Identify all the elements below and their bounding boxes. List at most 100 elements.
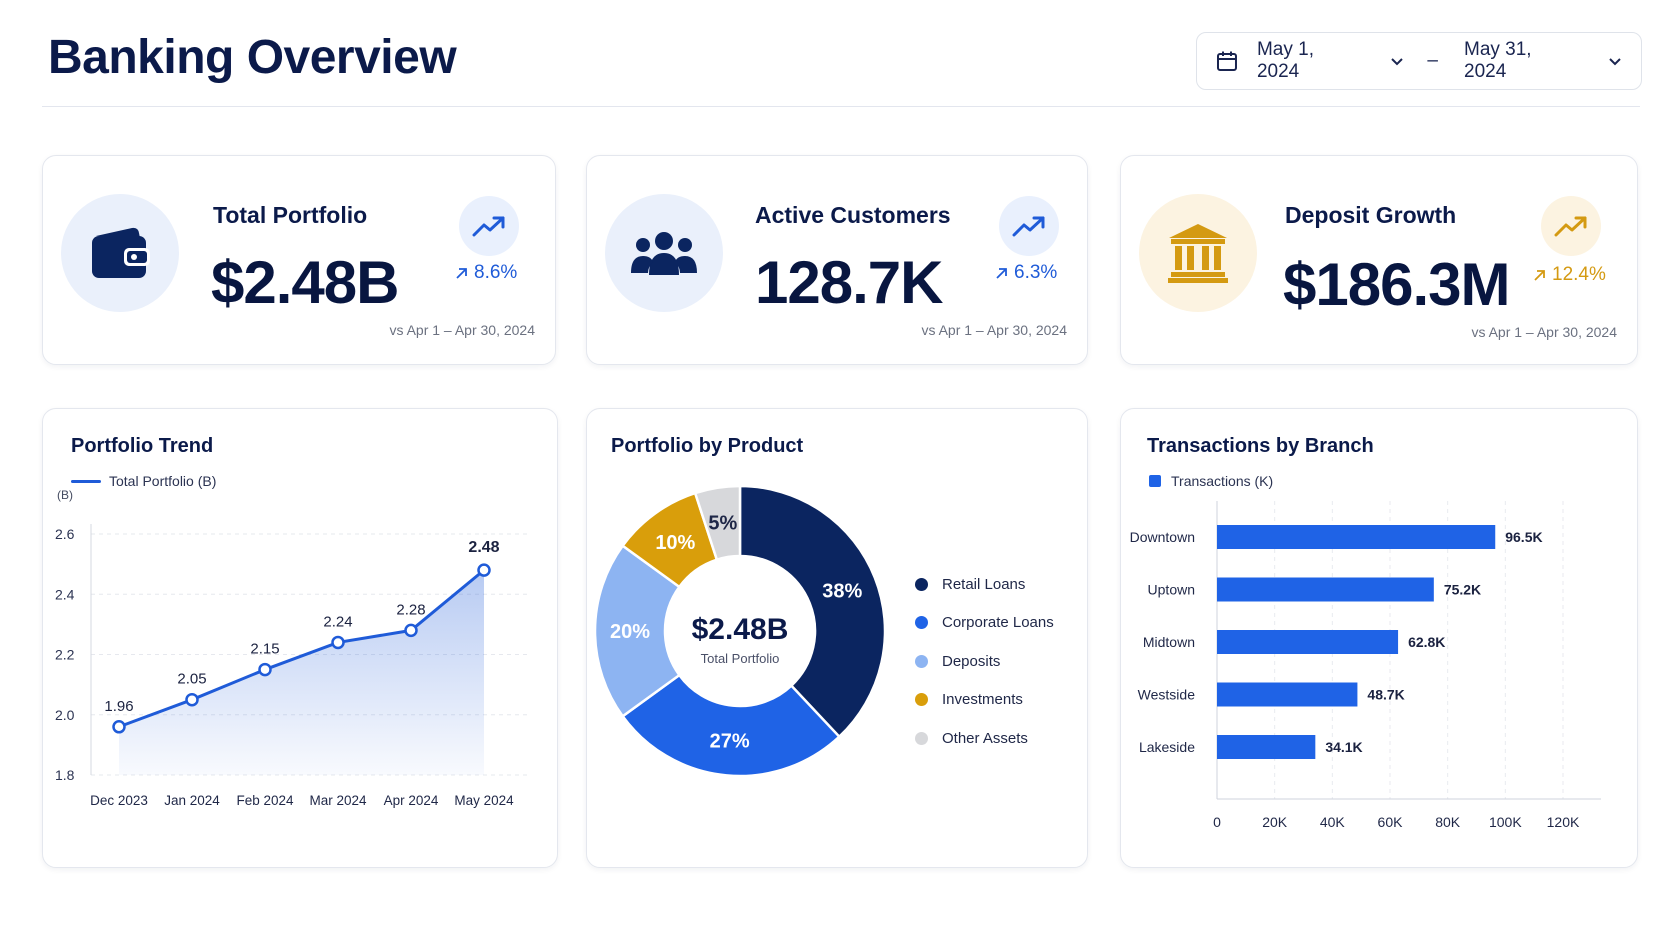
slice-label: 38% [822,581,862,603]
donut-slice[interactable] [593,544,682,718]
bank-icon-badge [1139,194,1257,312]
legend-item[interactable]: Investments [915,681,1054,720]
x-tick-label: Jan 2024 [164,793,220,808]
start-date-value: May 1, 2024 [1256,39,1315,82]
arrow-up-right-icon [456,267,467,279]
donut-slice[interactable] [693,484,742,562]
users-icon [631,232,697,275]
bar-value-label: 34.1K [1325,739,1362,755]
bar[interactable] [1217,525,1496,549]
legend-item[interactable]: Other Assets [915,719,1054,758]
kpi-card-active-customers: Active Customers 128.7K 6.3% vs Apr 1 – … [586,155,1088,365]
wallet-icon [92,227,150,278]
kpi-label: Active Customers [755,202,951,228]
legend-item[interactable]: Retail Loans [915,565,1054,604]
bar-value-label: 96.5K [1505,529,1542,545]
kpi-label: Deposit Growth [1285,202,1457,228]
trend-up-badge [1541,196,1601,256]
page-title: Banking Overview [48,31,457,84]
slice-label: 10% [655,532,695,554]
bar[interactable] [1217,682,1358,707]
portfolio-by-product-card: Portfolio by Product 38% 27% 20% 10% 5% $2.48… [586,408,1088,868]
data-label: 2.28 [396,601,425,618]
bar[interactable] [1217,577,1434,602]
donut-center-value: $2.48B [692,613,789,646]
chart-legend: Total Portfolio (B) [71,473,216,489]
trend-up-badge [999,196,1059,256]
category-label: Lakeside [1139,739,1195,755]
donut-slice[interactable] [620,673,842,778]
slice-label: 5% [708,512,737,534]
legend-item[interactable]: Corporate Loans [915,604,1054,643]
legend-item[interactable]: Deposits [915,642,1054,681]
kpi-compare: vs Apr 1 – Apr 30, 2024 [1471,324,1617,340]
x-tick-label: 60K [1378,814,1404,830]
area-fill [119,570,484,775]
kpi-change: 8.6% [455,262,517,284]
bar[interactable] [1217,735,1316,759]
start-date-select[interactable]: May 1, 2024 [1257,39,1405,83]
slice-label: 20% [610,621,650,643]
series-line [118,568,485,729]
trend-up-icon [1554,216,1587,237]
x-tick-label: 0 [1213,814,1221,830]
chart-title: Portfolio by Product [611,435,804,457]
y-tick-label: 2.0 [55,707,75,723]
date-separator: – [1427,50,1438,71]
category-label: Westside [1138,687,1196,703]
chart-title: Transactions by Branch [1147,435,1374,457]
trend-up-icon [472,216,505,237]
trend-up-badge [459,196,519,256]
legend-label: Deposits [942,652,1001,670]
bank-icon [1168,224,1228,283]
transactions-by-branch-card: Transactions by Branch Transactions (K) … [1120,408,1638,868]
data-point[interactable] [185,692,199,707]
kpi-change-value: 8.6% [474,262,518,283]
legend-label: Retail Loans [942,575,1026,593]
kpi-value: $186.3M [1283,251,1510,318]
chevron-down-icon [1391,58,1404,66]
x-tick-label: Dec 2023 [90,793,148,808]
x-tick-label: May 2024 [454,793,514,808]
kpi-value: $2.48B [211,249,399,316]
data-point[interactable] [404,623,418,638]
donut-legend: Retail Loans Corporate Loans Deposits Inves… [915,565,1054,758]
slice-label: 27% [710,731,750,753]
legend-dot [915,654,928,668]
kpi-label: Total Portfolio [213,202,368,228]
legend-swatch [1149,475,1161,487]
legend-dot [915,616,928,630]
legend-dot [915,693,928,707]
donut-slice[interactable] [738,484,887,739]
date-range-picker[interactable]: May 1, 2024 – May 31, 2024 [1196,32,1642,90]
chevron-down-icon [1609,58,1621,66]
header-divider [42,106,1640,107]
data-point[interactable] [477,563,491,577]
bar[interactable] [1217,630,1399,654]
kpi-card-deposit-growth: Deposit Growth $186.3M 12.4% vs Apr 1 – … [1120,155,1638,365]
data-point[interactable] [112,720,126,734]
portfolio-trend-chart: (B) 1.8 2.0 2.2 2.4 2.6 1.96 Dec 2023 2.05 Jan 20… [55,488,529,808]
wallet-icon-badge [61,194,179,312]
donut-center-label: Total Portfolio [701,651,780,666]
end-date-select[interactable]: May 31, 2024 [1464,39,1623,83]
calendar-icon [1216,51,1237,71]
y-tick-label: 2.4 [55,586,75,602]
x-tick-label: Feb 2024 [236,793,294,808]
chart-title: Portfolio Trend [71,435,214,457]
x-tick-label: Apr 2024 [384,793,439,808]
portfolio-donut-chart: 38% 27% 20% 10% 5% $2.48B Total Portfolio [593,484,887,778]
y-tick-label: 2.6 [55,526,75,542]
category-label: Midtown [1143,634,1195,650]
y-axis-unit: (B) [57,488,73,502]
data-label: 2.48 [468,539,499,556]
legend-dot [915,577,928,591]
legend-label: Other Assets [942,729,1028,747]
chart-legend: Transactions (K) [1149,473,1273,489]
trend-up-icon [1012,216,1045,237]
kpi-change: 6.3% [995,262,1057,284]
data-point[interactable] [258,662,272,677]
end-date-value: May 31, 2024 [1464,39,1532,82]
data-point[interactable] [331,635,345,650]
category-label: Downtown [1130,529,1195,545]
